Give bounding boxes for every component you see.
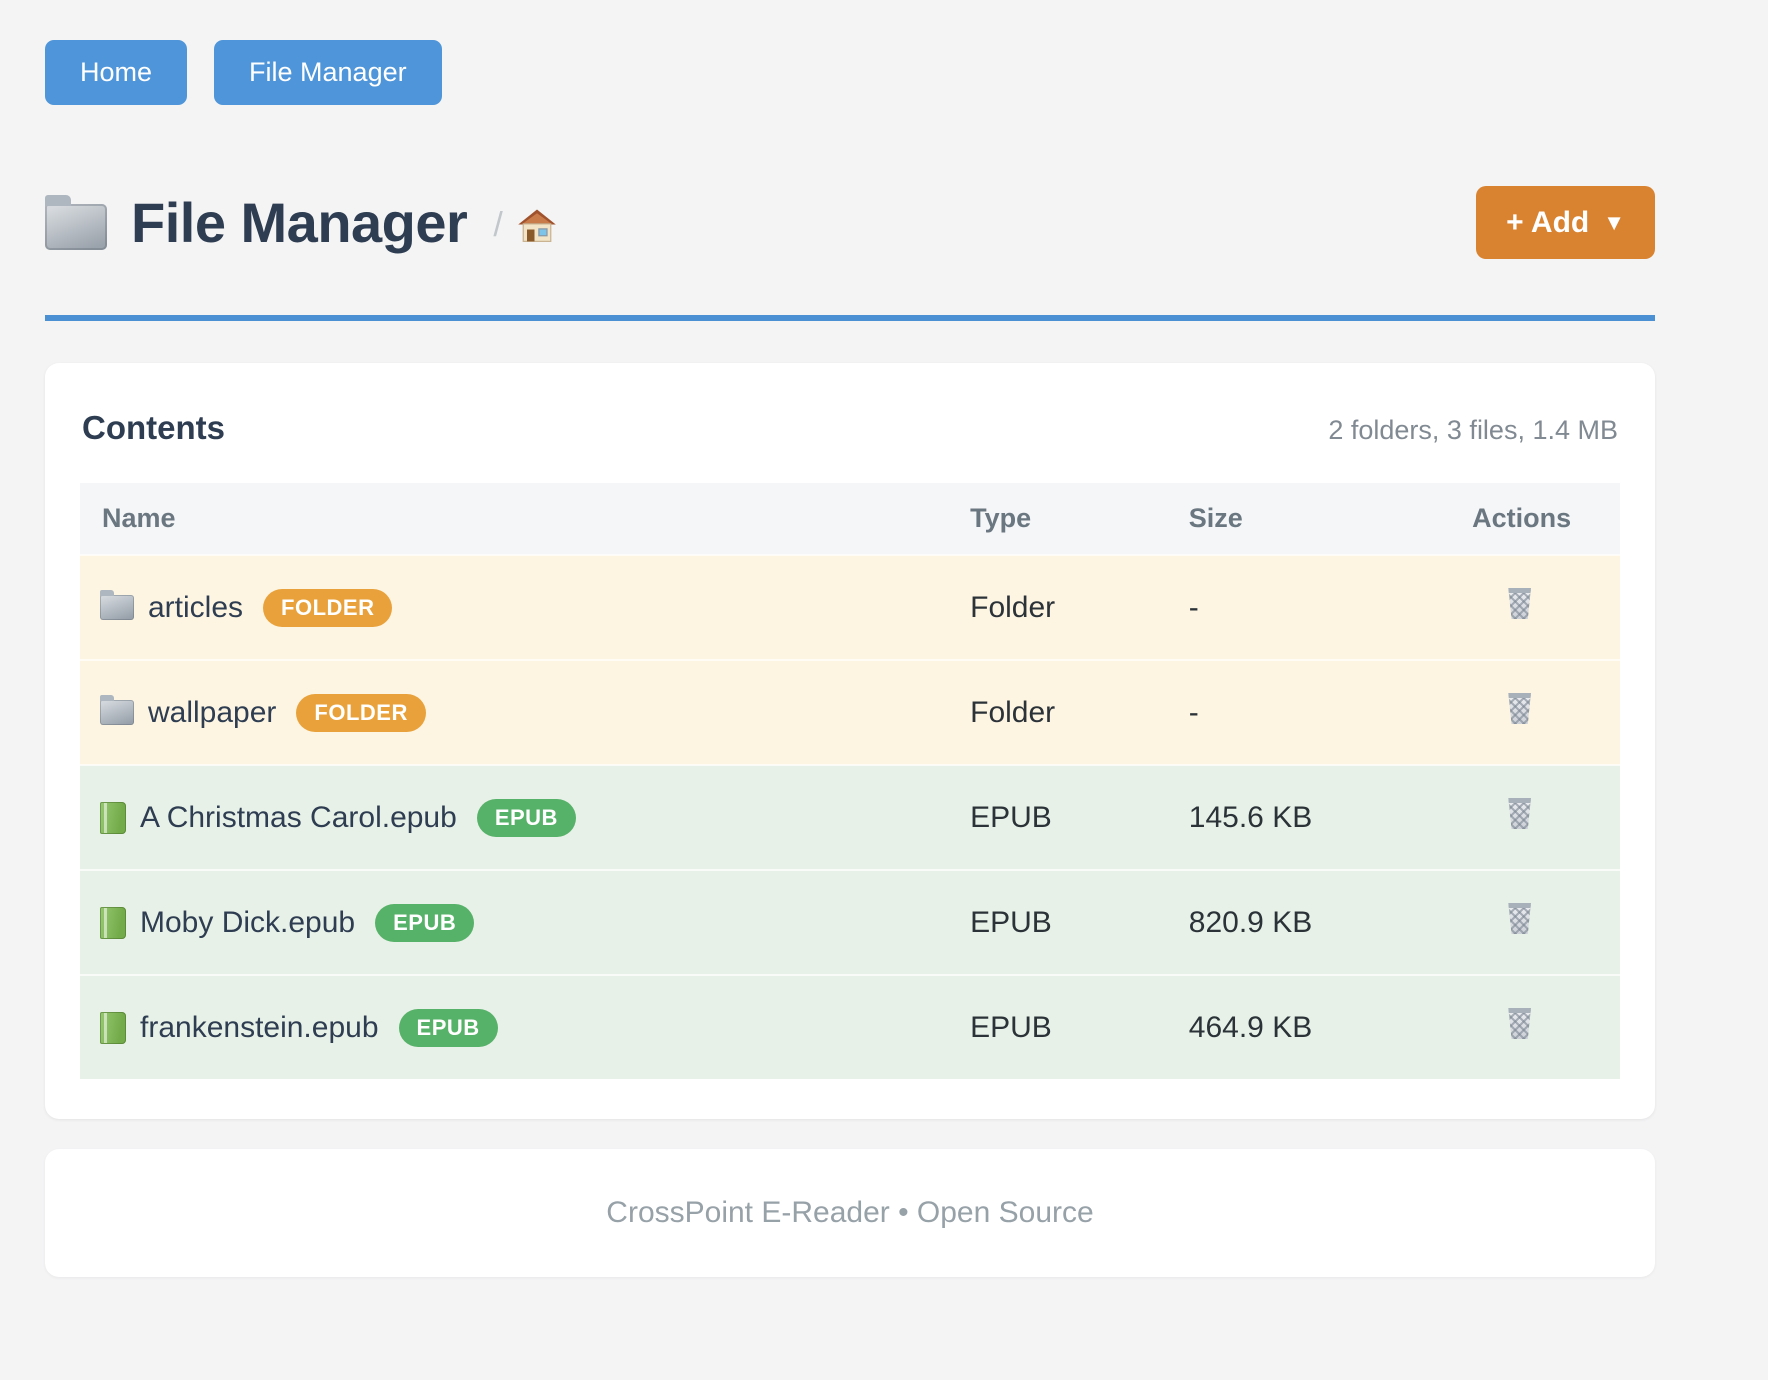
item-badge: FOLDER bbox=[296, 693, 426, 732]
home-icon[interactable] bbox=[517, 207, 557, 247]
item-type: Folder bbox=[970, 659, 1189, 766]
item-link[interactable]: wallpaper bbox=[100, 695, 277, 730]
trash-icon bbox=[1508, 798, 1531, 830]
add-button-label: + Add bbox=[1506, 205, 1590, 239]
nav-home-button[interactable]: Home bbox=[45, 40, 188, 106]
item-link[interactable]: articles bbox=[100, 590, 244, 625]
item-name: A Christmas Carol.epub bbox=[140, 800, 457, 834]
contents-summary: 2 folders, 3 files, 1.4 MB bbox=[1328, 415, 1618, 446]
table-header-row: Name Type Size Actions bbox=[80, 483, 1620, 556]
folder-icon bbox=[45, 194, 107, 250]
delete-button[interactable] bbox=[1506, 693, 1533, 725]
item-size: - bbox=[1188, 554, 1473, 661]
nav-file-manager-button[interactable]: File Manager bbox=[214, 40, 442, 106]
folder-icon bbox=[100, 695, 134, 726]
column-header-actions: Actions bbox=[1472, 483, 1620, 556]
files-table: Name Type Size Actions articles FOLDER F… bbox=[80, 483, 1620, 1080]
book-icon bbox=[100, 1011, 126, 1044]
item-name: articles bbox=[148, 590, 244, 624]
item-size: 820.9 KB bbox=[1188, 869, 1473, 976]
folder-icon bbox=[100, 590, 134, 621]
item-type: EPUB bbox=[970, 869, 1189, 976]
header-divider bbox=[45, 315, 1655, 322]
table-row: A Christmas Carol.epub EPUB EPUB 145.6 K… bbox=[80, 764, 1620, 871]
add-button[interactable]: + Add ▼ bbox=[1476, 186, 1655, 260]
item-link[interactable]: A Christmas Carol.epub bbox=[100, 801, 457, 835]
table-row: frankenstein.epub EPUB EPUB 464.9 KB bbox=[80, 974, 1620, 1080]
page-title: File Manager bbox=[131, 190, 468, 254]
item-name: wallpaper bbox=[148, 695, 277, 729]
item-type: Folder bbox=[970, 554, 1189, 661]
item-badge: EPUB bbox=[476, 798, 576, 837]
item-name: frankenstein.epub bbox=[140, 1010, 379, 1044]
footer-text: CrossPoint E-Reader • Open Source bbox=[606, 1196, 1094, 1230]
table-row: wallpaper FOLDER Folder - bbox=[80, 659, 1620, 766]
item-size: - bbox=[1188, 659, 1473, 766]
item-link[interactable]: frankenstein.epub bbox=[100, 1011, 379, 1045]
item-badge: EPUB bbox=[398, 1008, 498, 1047]
delete-button[interactable] bbox=[1506, 903, 1533, 935]
footer: CrossPoint E-Reader • Open Source bbox=[45, 1149, 1655, 1278]
item-type: EPUB bbox=[970, 764, 1189, 871]
title-group: File Manager / bbox=[45, 190, 557, 254]
breadcrumb-separator: / bbox=[493, 206, 503, 245]
item-size: 145.6 KB bbox=[1188, 764, 1473, 871]
page: Home File Manager File Manager / + Add ▼ bbox=[45, 40, 1655, 1278]
item-link[interactable]: Moby Dick.epub bbox=[100, 906, 355, 940]
contents-card: Contents 2 folders, 3 files, 1.4 MB Name… bbox=[45, 363, 1655, 1120]
item-name: Moby Dick.epub bbox=[140, 905, 356, 939]
delete-button[interactable] bbox=[1506, 798, 1533, 830]
item-badge: EPUB bbox=[375, 903, 475, 942]
delete-button[interactable] bbox=[1506, 1008, 1533, 1040]
table-row: Moby Dick.epub EPUB EPUB 820.9 KB bbox=[80, 869, 1620, 976]
caret-down-icon: ▼ bbox=[1603, 209, 1625, 235]
column-header-size: Size bbox=[1188, 483, 1473, 556]
table-row: articles FOLDER Folder - bbox=[80, 554, 1620, 661]
page-header: File Manager / + Add ▼ bbox=[45, 185, 1655, 260]
contents-heading: Contents bbox=[82, 409, 225, 447]
top-nav: Home File Manager bbox=[45, 40, 1655, 106]
contents-card-header: Contents 2 folders, 3 files, 1.4 MB bbox=[80, 409, 1620, 447]
item-type: EPUB bbox=[970, 974, 1189, 1080]
column-header-name: Name bbox=[80, 483, 971, 556]
trash-icon bbox=[1508, 693, 1531, 725]
item-badge: FOLDER bbox=[263, 588, 393, 627]
trash-icon bbox=[1508, 903, 1531, 935]
book-icon bbox=[100, 906, 126, 939]
trash-icon bbox=[1508, 1008, 1531, 1040]
trash-icon bbox=[1508, 588, 1531, 620]
column-header-type: Type bbox=[970, 483, 1189, 556]
book-icon bbox=[100, 801, 126, 834]
item-size: 464.9 KB bbox=[1188, 974, 1473, 1080]
delete-button[interactable] bbox=[1506, 588, 1533, 620]
